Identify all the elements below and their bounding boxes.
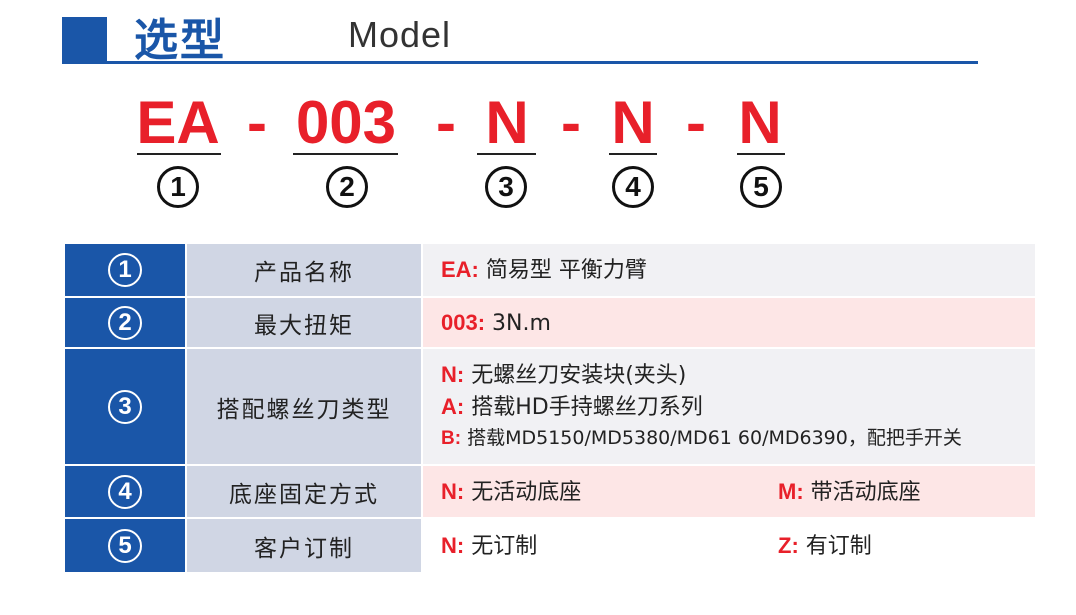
code-separator: -	[686, 89, 706, 156]
row-label: 底座固定方式	[187, 466, 421, 517]
section-title: 选型	[134, 15, 226, 66]
option-text: 无螺丝刀安装块(夹头)	[471, 363, 687, 388]
option-key: A:	[441, 394, 465, 419]
code-segment-1: EA	[136, 89, 220, 156]
row-number: 4	[108, 474, 142, 509]
option-text: 简易型 平衡力臂	[485, 258, 647, 283]
option-key: B:	[441, 428, 462, 449]
option-key: N:	[441, 362, 465, 387]
row-number: 2	[108, 305, 142, 340]
code-underline	[477, 153, 536, 155]
circled-number-5: 5	[740, 166, 782, 208]
code-underline	[609, 153, 657, 155]
row-number-cell: 5	[65, 519, 185, 572]
row-value: N: 无螺丝刀安装块(夹头) A: 搭载HD手持螺丝刀系列 B: 搭载MD515…	[423, 349, 1035, 464]
row-number-cell: 4	[65, 466, 185, 517]
code-segment-2: 003	[295, 89, 397, 156]
code-separator: -	[561, 89, 581, 156]
option-key: N:	[441, 478, 465, 504]
option-key: Z:	[778, 532, 799, 558]
row-label: 客户订制	[187, 519, 421, 572]
option-key: M:	[778, 478, 804, 504]
circled-number-1: 1	[157, 166, 199, 208]
option-key: 003:	[441, 309, 486, 335]
row-number: 3	[108, 389, 142, 424]
header-rule	[62, 61, 978, 64]
circled-number-3: 3	[485, 166, 527, 208]
row-number-cell: 2	[65, 298, 185, 347]
row-number: 5	[108, 528, 142, 563]
option-text: 无订制	[471, 533, 538, 559]
row-label: 搭配螺丝刀类型	[187, 349, 421, 464]
option-text: 带活动底座	[810, 479, 921, 505]
code-underline	[137, 153, 221, 155]
option-text: 有订制	[805, 533, 872, 559]
section-subtitle: Model	[348, 14, 452, 55]
circled-number-2: 2	[326, 166, 368, 208]
header-square-marker	[62, 17, 107, 62]
option-text: 搭载HD手持螺丝刀系列	[471, 395, 703, 420]
circled-number-4: 4	[612, 166, 654, 208]
row-number-cell: 1	[65, 244, 185, 296]
option-text: 无活动底座	[471, 479, 582, 505]
code-segment-4: N	[611, 89, 655, 156]
code-underline	[293, 153, 398, 155]
row-value: 003: 3N.m	[423, 298, 1035, 347]
code-underline	[737, 153, 785, 155]
option-key: EA:	[441, 257, 479, 282]
row-value: EA: 简易型 平衡力臂	[423, 244, 1035, 296]
code-separator: -	[247, 89, 267, 156]
option-text: 3N.m	[492, 310, 551, 336]
option-text: 搭载MD5150/MD5380/MD61 60/MD6390，配把手开关	[467, 427, 962, 449]
code-segment-5: N	[738, 89, 782, 156]
code-separator: -	[436, 89, 456, 156]
row-label: 最大扭矩	[187, 298, 421, 347]
row-label: 产品名称	[187, 244, 421, 296]
option-key: N:	[441, 532, 465, 558]
code-segment-3: N	[485, 89, 529, 156]
row-number-cell: 3	[65, 349, 185, 464]
row-value: N: 无订制 Z: 有订制	[423, 519, 1035, 572]
row-value: N: 无活动底座 M: 带活动底座	[423, 466, 1035, 517]
row-number: 1	[108, 253, 142, 287]
